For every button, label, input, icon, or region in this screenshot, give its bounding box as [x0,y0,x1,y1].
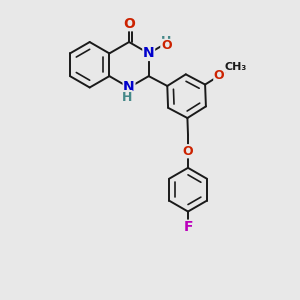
Text: O: O [214,69,224,82]
Text: O: O [161,40,172,52]
Text: O: O [123,17,135,31]
Text: O: O [183,145,193,158]
Text: N: N [123,80,135,94]
Text: H: H [122,91,132,103]
Text: H: H [161,35,172,48]
Text: F: F [183,220,193,234]
Text: N: N [143,46,154,60]
Text: CH₃: CH₃ [225,62,247,72]
